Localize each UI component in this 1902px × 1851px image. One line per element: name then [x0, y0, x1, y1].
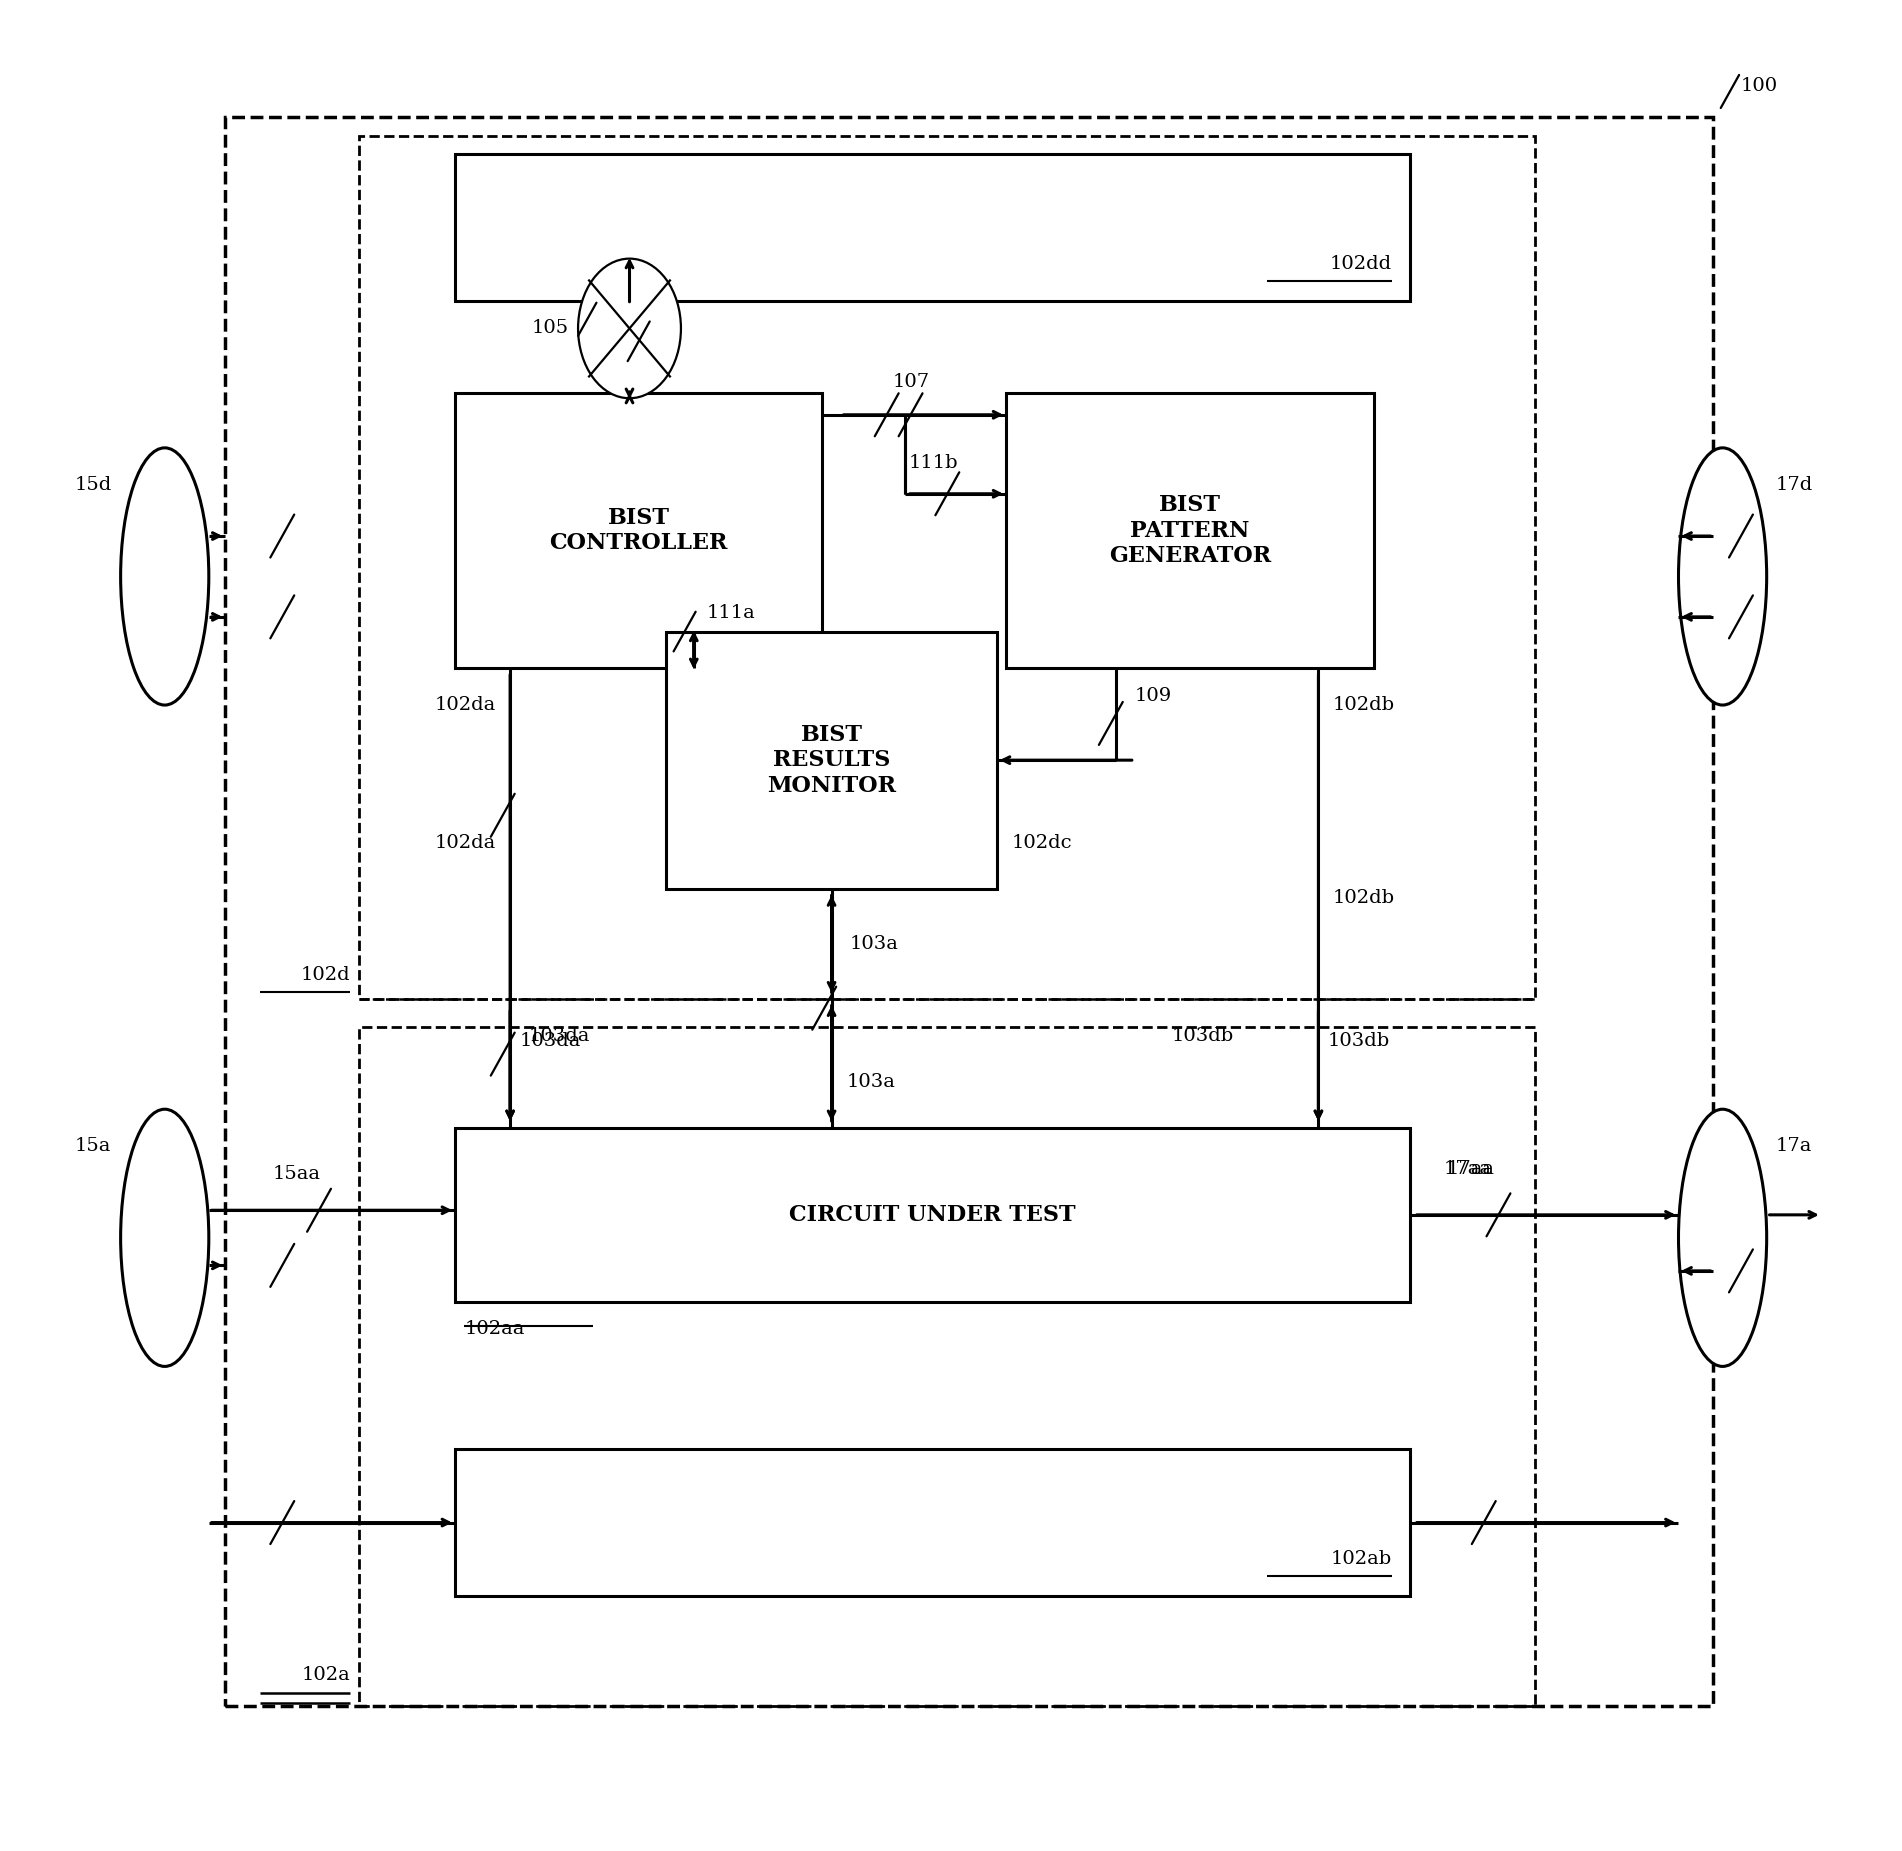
Text: 102dc: 102dc	[1012, 835, 1073, 851]
Ellipse shape	[578, 259, 681, 398]
Text: 15aa: 15aa	[274, 1164, 321, 1183]
Text: 105: 105	[533, 320, 569, 337]
Text: 109: 109	[1135, 687, 1172, 705]
Ellipse shape	[120, 448, 209, 705]
Bar	[455, 154, 1409, 302]
Text: 102da: 102da	[434, 833, 495, 851]
Text: 17a: 17a	[1776, 1137, 1813, 1155]
Text: 102d: 102d	[301, 966, 350, 985]
Text: 102da: 102da	[434, 696, 495, 714]
Text: 102ab: 102ab	[1331, 1551, 1392, 1568]
Ellipse shape	[1678, 448, 1767, 705]
Text: 17aa: 17aa	[1447, 1161, 1495, 1177]
Ellipse shape	[120, 1109, 209, 1366]
Text: BIST
CONTROLLER: BIST CONTROLLER	[550, 507, 728, 553]
Bar	[455, 1449, 1409, 1596]
Text: 102db: 102db	[1333, 888, 1396, 907]
Bar	[359, 135, 1535, 1000]
Text: 111b: 111b	[909, 453, 959, 472]
Text: 103db: 103db	[1328, 1033, 1390, 1050]
Text: 102db: 102db	[1333, 696, 1396, 714]
Text: 102aa: 102aa	[464, 1320, 525, 1338]
Bar	[359, 1027, 1535, 1707]
Bar	[224, 117, 1714, 1707]
Text: 102dd: 102dd	[1329, 255, 1392, 274]
Text: CIRCUIT UNDER TEST: CIRCUIT UNDER TEST	[789, 1203, 1077, 1225]
Text: 111a: 111a	[708, 603, 755, 622]
Text: 15d: 15d	[74, 476, 112, 494]
Ellipse shape	[1678, 1109, 1767, 1366]
Text: BIST
PATTERN
GENERATOR: BIST PATTERN GENERATOR	[1109, 494, 1271, 566]
Text: 17d: 17d	[1776, 476, 1813, 494]
Text: 103db: 103db	[1172, 1027, 1234, 1044]
Text: 17aa: 17aa	[1444, 1161, 1491, 1177]
Text: 100: 100	[1740, 78, 1778, 94]
Text: 103a: 103a	[850, 935, 900, 953]
Bar	[666, 631, 997, 888]
Bar	[1006, 392, 1373, 668]
Text: 102a: 102a	[302, 1666, 350, 1684]
Text: BIST
RESULTS
MONITOR: BIST RESULTS MONITOR	[767, 724, 896, 796]
Text: 103da: 103da	[529, 1027, 590, 1044]
Text: 103a: 103a	[846, 1072, 896, 1090]
Text: 103da: 103da	[519, 1033, 580, 1050]
Text: 107: 107	[892, 372, 930, 391]
Text: 15a: 15a	[74, 1137, 112, 1155]
Bar	[455, 1127, 1409, 1301]
Bar	[455, 392, 822, 668]
